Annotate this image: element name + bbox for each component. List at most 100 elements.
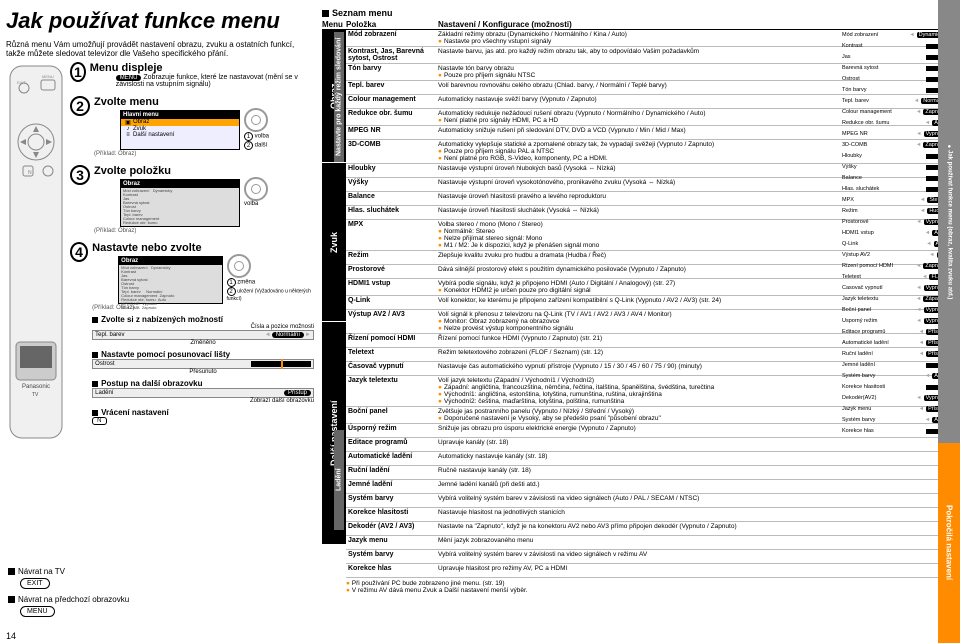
dpad-icon-2 — [244, 177, 268, 201]
row-item: Korekce hlas — [346, 565, 438, 576]
preview-label: Barevná sytost — [842, 65, 926, 71]
menu-item-dalsi: Další nastavení — [133, 132, 237, 138]
nav-return-tv: Návrat na TV — [18, 567, 65, 576]
preview-label: MPEG NR — [842, 131, 916, 137]
page-title: Jak používat funkce menu — [6, 8, 314, 34]
row-desc: Nastavuje hlasitost na jednotlivých stan… — [438, 509, 954, 520]
changed-label: Změněno — [92, 340, 314, 346]
preview-label: Ostrost — [842, 76, 926, 82]
table-row: Systém barvyVybírá volitelný systém bare… — [346, 550, 954, 564]
intro-text: Různá menu Vám umožňují provádět nastave… — [6, 40, 306, 58]
row-item: HDMI1 vstup — [346, 280, 438, 294]
step-number-2: 2 — [70, 96, 90, 116]
step-number-4: 4 — [70, 242, 88, 262]
row-item: Systém barvy — [346, 495, 438, 506]
footer-note-2: V režimu AV dává menu Zvuk a Další nasta… — [352, 587, 528, 594]
slider-bar-icon — [251, 361, 311, 367]
main-menu-window: Hlavní menu ▣Obraz ♪Zvuk ≡Další nastaven… — [120, 110, 240, 150]
row-item: Balance — [346, 193, 438, 204]
row-item: Režim — [346, 252, 438, 263]
menu-btn-graphic2: MENU — [20, 606, 55, 617]
next-item: Ladění — [95, 390, 113, 396]
step3-title: Zvolte položku — [94, 165, 268, 177]
svg-text:N: N — [28, 170, 32, 176]
row-item: Jemné ladění — [346, 481, 438, 492]
row-desc: Jemné ladění kanálů (při dešti atd.) — [438, 481, 954, 492]
step2-title: Zvolte menu — [94, 96, 269, 108]
choose-val: Normální — [272, 332, 304, 338]
preview-label: Tepl. barev — [842, 98, 914, 104]
step4-legend1: změna — [237, 280, 255, 286]
step1-desc: Zobrazuje funkce, které lze nastavovat (… — [116, 74, 298, 88]
row-item: Jazyk teletextu — [346, 377, 438, 405]
preview-label: Dekodér(AV2) — [842, 395, 916, 401]
row-item: MPEG NR — [346, 127, 438, 138]
step-number-3: 3 — [70, 165, 90, 185]
preview-label: Editace programů — [842, 329, 919, 335]
preview-label: Řízení pomocí HDMI — [842, 263, 916, 269]
row-item: Ruční ladění — [346, 467, 438, 478]
row-item: Korekce hlasitosti — [346, 509, 438, 520]
row-item: Q-Link — [346, 297, 438, 308]
row-item: Výšky — [346, 179, 438, 190]
row-item: Úsporný režim — [346, 425, 438, 436]
svg-text:MENU: MENU — [42, 74, 54, 79]
col-conf: Nastavení / Konfigurace (možnosti) — [438, 20, 954, 29]
col-item: Položka — [346, 20, 438, 29]
row-item: 3D-COMB — [346, 141, 438, 162]
preview-label: Korekce hlasitosti — [842, 384, 926, 390]
next-head: Postup na další obrazovku — [101, 379, 202, 388]
step-4: 4 Nastavte nebo zvolte Obraz Mód zobraze… — [70, 242, 314, 425]
reset-btn: N — [92, 417, 106, 425]
step-number-1: 1 — [70, 62, 86, 82]
right-page: Seznam menu Menu Položka Nastavení / Kon… — [320, 0, 960, 643]
dpad-icon-3 — [227, 254, 251, 278]
slider-head: Nastavte pomocí posunovací lišty — [101, 350, 230, 359]
preview-label: Kontrast — [842, 43, 926, 49]
svg-text:TV: TV — [32, 392, 39, 398]
table-row: Jazyk menuMění jazyk zobrazovaného menu — [346, 536, 954, 550]
obraz-settings-mini2: Obraz Mód zobrazení DynamickyKontrastJas… — [118, 256, 222, 304]
table-row: Automatické laděníAutomaticky nastavuje … — [346, 452, 954, 466]
step2-legend-dalsi: další — [255, 143, 268, 149]
row-item: Redukce obr. šumu — [346, 110, 438, 124]
preview-label: HDMI1 vstup — [842, 230, 925, 236]
row-item: Boční panel — [346, 408, 438, 422]
exit-btn-graphic: EXIT — [20, 578, 50, 589]
col-menu: Menu — [322, 20, 346, 29]
row-item: Mód zobrazení — [346, 31, 438, 45]
preview-label: Colour management — [842, 109, 916, 115]
preview-label: Teletext — [842, 274, 922, 280]
step-2: 2 Zvolte menu Hlavní menu ▣Obraz ♪Zvuk ≡… — [70, 96, 314, 157]
choose-head: Zvolte si z nabízených možností — [101, 315, 223, 324]
row-item: Teletext — [346, 349, 438, 360]
row-item: MPX — [346, 221, 438, 249]
step4-legend2: uložení (Vyžadováno u některých funkcí) — [227, 289, 311, 303]
row-item: Kontrast, Jas, Barevná sytost, Ostrost — [346, 48, 438, 62]
table-row: Systém barvyVybírá volitelný systém bare… — [346, 494, 954, 508]
row-desc: Automaticky nastavuje kanály (str. 18) — [438, 453, 954, 464]
preview-label: MPX — [842, 197, 920, 203]
table-row: Korekce hlasUpravuje hlasitost pro režim… — [346, 564, 954, 578]
row-item: Hlas. sluchátek — [346, 207, 438, 218]
footer-note-1: Při používání PC bude zobrazeno jiné men… — [352, 580, 505, 587]
section-obraz-sub: Nastavte pro každý režim sledování — [334, 32, 344, 162]
nav-return-prev: Návrat na předchozí obrazovku — [18, 595, 129, 604]
preview-label: Boční panel — [842, 307, 916, 313]
row-item: Tón barvy — [346, 65, 438, 79]
step3-example: (Příklad: Obraz) — [94, 228, 268, 234]
preview-label: Jemné ladění — [842, 362, 926, 368]
row-desc: Mění jazyk zobrazovaného menu — [438, 537, 954, 548]
preview-label: Hlas. sluchátek — [842, 186, 926, 192]
side-tabs: ● Jak používat funkce menu (obraz, kvali… — [938, 0, 960, 643]
preview-label: Úsporný režim — [842, 318, 916, 324]
row-desc: Upravuje kanály (str. 18) — [438, 439, 954, 450]
row-item: Řízení pomocí HDMI — [346, 335, 438, 346]
preview-label: Tón barvy — [842, 87, 926, 93]
row-item: Dekodér (AV2 / AV3) — [346, 523, 438, 534]
remote-illustration: EXIT MENU N Panasonic TV — [6, 62, 66, 444]
section-zvuk: Zvuk — [322, 163, 346, 321]
row-item: Prostorové — [346, 266, 438, 277]
next-val: Přístup — [284, 390, 311, 396]
step1-title: Menu displeje — [90, 62, 314, 74]
